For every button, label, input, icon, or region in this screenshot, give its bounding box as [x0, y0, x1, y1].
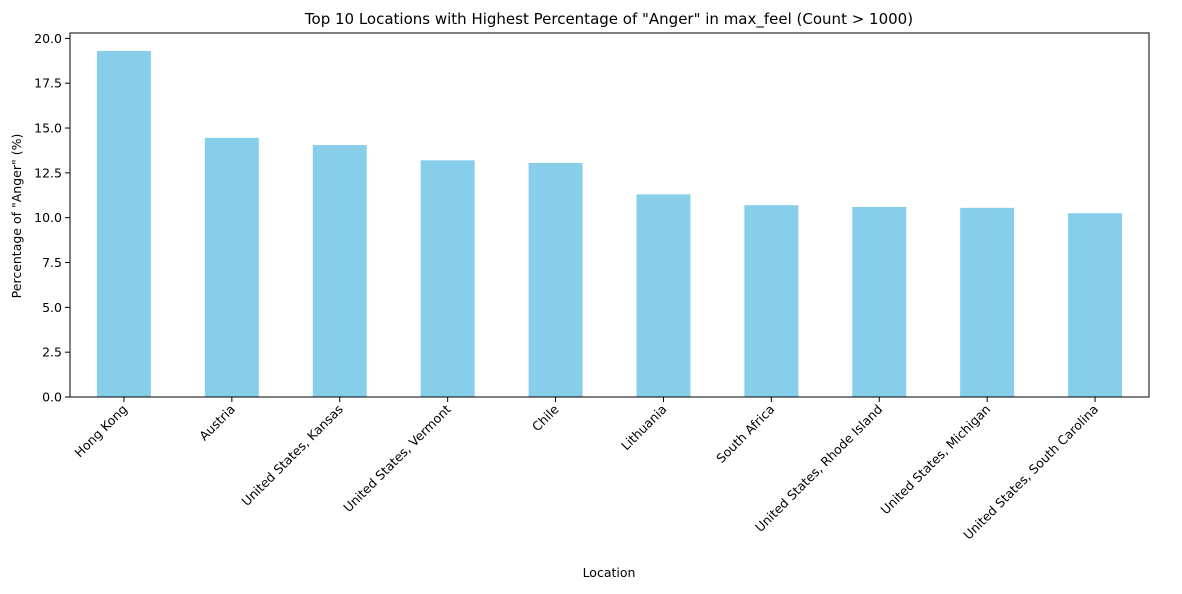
x-tick-label: Chile [529, 401, 562, 434]
y-axis-label: Percentage of "Anger" (%) [9, 134, 24, 299]
y-tick-label: 7.5 [42, 255, 62, 270]
x-tick-label: Austria [196, 402, 238, 444]
bar-4 [420, 160, 475, 397]
bar-1 [96, 50, 151, 398]
bar-8 [852, 206, 907, 397]
x-tick-label: Hong Kong [71, 402, 130, 461]
x-axis-label: Location [583, 565, 636, 580]
axes-frame [69, 32, 1150, 398]
bar-10 [1068, 213, 1123, 397]
x-tick-label: South Africa [713, 402, 777, 466]
bar-2 [204, 137, 259, 397]
bar-6 [636, 194, 691, 397]
y-tick-label: 0.0 [42, 390, 62, 405]
x-tick-label: United States, Rhode Island [752, 402, 885, 535]
plot-area: 0.0 2.5 5.0 7.5 10.0 12.5 15.0 17.5 20.0 Hong Kon… [34, 31, 1150, 542]
x-tick-label: United States, Vermont [340, 401, 454, 515]
y-tick-label: 15.0 [34, 121, 62, 136]
bar-3 [312, 145, 367, 397]
y-tick-label: 2.5 [42, 345, 62, 360]
bar-7 [744, 205, 799, 397]
x-tick-label: United States, Kansas [239, 402, 346, 509]
x-tick-label: United States, Michigan [878, 402, 994, 518]
y-tick-label: 17.5 [34, 76, 62, 91]
x-tick-label: Lithuania [618, 402, 670, 454]
y-tick-label: 20.0 [34, 31, 62, 46]
y-tick-label: 5.0 [42, 300, 62, 315]
chart-title: Top 10 Locations with Highest Percentage… [304, 10, 913, 29]
y-tick-label: 10.0 [34, 210, 62, 225]
bar-9 [960, 207, 1015, 397]
bar-5 [528, 163, 583, 397]
y-tick-label: 12.5 [34, 165, 62, 180]
